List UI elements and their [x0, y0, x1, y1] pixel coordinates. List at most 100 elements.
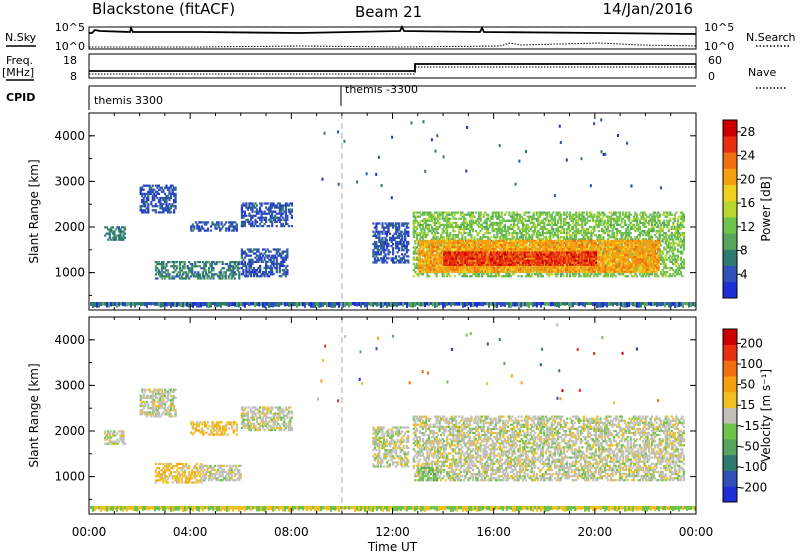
- power-cell: [670, 242, 673, 245]
- power-cell: [581, 219, 584, 222]
- power-cell: [252, 273, 256, 276]
- power-cell: [512, 219, 516, 222]
- power-cell: [218, 261, 221, 264]
- power-cell: [658, 215, 661, 218]
- power-near-range-cell: [170, 302, 172, 308]
- power-cell: [385, 245, 389, 248]
- power-cell: [602, 275, 605, 278]
- power-cell: [139, 205, 142, 208]
- power-cell: [387, 253, 390, 256]
- power-cell: [646, 221, 649, 224]
- power-cell: [643, 273, 646, 276]
- power-cell: [246, 271, 249, 274]
- power-cell: [197, 227, 200, 230]
- power-cell: [169, 277, 173, 280]
- power-cell: [669, 244, 672, 247]
- power-cell: [257, 254, 260, 257]
- power-cell: [673, 227, 676, 231]
- power-cell: [479, 215, 482, 218]
- power-cell: [607, 273, 610, 276]
- power-cell: [681, 252, 684, 255]
- power-cell: [263, 256, 266, 259]
- power-cell: [177, 275, 180, 278]
- power-cell: [414, 242, 417, 245]
- power-cell: [588, 232, 591, 235]
- power-cell: [541, 230, 544, 233]
- power-cell: [543, 211, 546, 214]
- power-cell: [154, 273, 157, 276]
- power-cell: [384, 230, 387, 233]
- power-cell: [154, 277, 157, 280]
- power-cell: [372, 251, 375, 254]
- power-cell: [166, 186, 170, 189]
- power-cell: [393, 224, 396, 227]
- power-cell: [643, 221, 646, 224]
- power-cell: [426, 232, 429, 235]
- power-cell: [666, 213, 669, 216]
- power-cell: [538, 234, 541, 237]
- power-cell: [523, 219, 526, 222]
- power-cell: [661, 240, 664, 243]
- power-cell: [373, 240, 376, 244]
- power-cell: [646, 215, 649, 218]
- power-cell: [160, 277, 163, 280]
- power-cell: [567, 227, 570, 231]
- power-cell: [395, 243, 398, 246]
- power-cell: [676, 225, 679, 229]
- power-cell: [238, 271, 241, 274]
- power-cell: [375, 243, 378, 246]
- power-cell: [420, 264, 423, 267]
- power-cell: [144, 209, 147, 212]
- power-cell: [512, 211, 516, 214]
- power-cell: [661, 256, 664, 259]
- power-cell: [284, 218, 287, 221]
- power-cell: [660, 250, 663, 253]
- power-cell: [658, 221, 661, 224]
- power-cell: [284, 220, 287, 223]
- power-cell: [623, 223, 626, 226]
- power-cell: [262, 248, 265, 251]
- power-near-range-cell: [346, 302, 348, 306]
- power-cell: [419, 266, 422, 269]
- power-cell: [419, 270, 422, 273]
- power-cell: [634, 219, 637, 222]
- power-cell: [669, 269, 672, 272]
- power-cell: [523, 213, 526, 216]
- power-cell: [673, 246, 676, 249]
- power-cell: [378, 249, 381, 252]
- power-cell: [449, 223, 452, 226]
- power-cell: [154, 203, 157, 206]
- power-cell: [441, 236, 444, 239]
- power-cell: [113, 236, 116, 239]
- power-cell: [573, 217, 576, 220]
- power-near-range-cell: [428, 302, 430, 307]
- power-cell: [478, 275, 481, 278]
- power-cell: [596, 217, 599, 220]
- power-cell: [475, 221, 478, 224]
- power-cell: [415, 219, 418, 222]
- power-near-range-cell: [484, 302, 486, 306]
- power-cell: [682, 248, 685, 251]
- power-near-range-cell: [464, 302, 466, 308]
- power-cell: [186, 273, 189, 276]
- power-cell: [399, 243, 402, 246]
- power-cell: [232, 265, 235, 268]
- power-cell: [585, 217, 588, 220]
- power-cell: [464, 225, 467, 229]
- power-near-range-cell: [152, 302, 154, 306]
- power-cell: [488, 232, 491, 235]
- power-cell: [245, 271, 248, 274]
- power-cell: [275, 250, 278, 253]
- power-cell: [221, 267, 224, 270]
- power-cell: [117, 226, 120, 229]
- power-cell: [373, 232, 376, 235]
- power-cell: [254, 271, 257, 274]
- power-cell: [433, 239, 436, 242]
- power-cell: [248, 202, 251, 205]
- power-cell: [434, 248, 437, 251]
- power-cell: [209, 263, 212, 266]
- power-cell: [286, 254, 289, 257]
- power-cell: [593, 219, 596, 222]
- power-cell: [515, 238, 519, 241]
- power-near-range-cell: [528, 302, 530, 308]
